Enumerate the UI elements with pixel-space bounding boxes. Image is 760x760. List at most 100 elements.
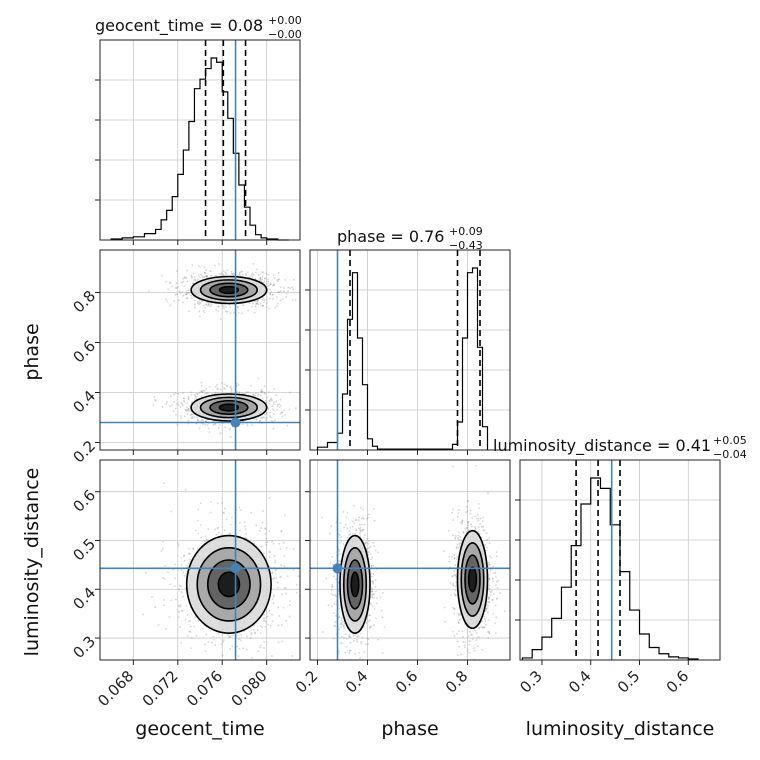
scatter-point (359, 657, 362, 659)
ytick-label: 0.8 (69, 287, 99, 317)
scatter-point (224, 507, 226, 510)
scatter-point (200, 384, 203, 387)
scatter-point (291, 298, 294, 301)
scatter-point (267, 390, 270, 393)
scatter-point (263, 385, 266, 388)
scatter-point (168, 616, 171, 619)
scatter-point (292, 569, 295, 571)
scatter-point (476, 636, 479, 639)
scatter-point (250, 637, 252, 640)
scatter-point (219, 432, 222, 435)
scatter-point (286, 424, 289, 427)
xticks-0-0 (132, 240, 268, 245)
scatter-point (469, 513, 472, 515)
scatter-point (291, 286, 294, 289)
scatter-point (179, 605, 182, 608)
scatter-point (183, 276, 186, 279)
scatter-point (349, 641, 352, 644)
scatter-point (279, 404, 282, 407)
scatter-point (367, 540, 370, 542)
scatter-point (338, 548, 340, 551)
scatter-point (281, 593, 284, 596)
scatter-point (201, 390, 204, 392)
scatter-point (338, 650, 340, 653)
scatter-point (260, 388, 263, 391)
scatter-point (461, 519, 464, 522)
scatter-point (451, 508, 454, 511)
yticks-2-0: 0.30.40.50.6 (69, 486, 100, 662)
panel-frame-2-0 (99, 459, 301, 661)
scatter-point (486, 538, 488, 541)
scatter-point (348, 636, 351, 638)
scatter-point (165, 280, 167, 283)
scatter-point (487, 598, 490, 601)
scatter-point (217, 310, 220, 312)
scatter-point (375, 617, 377, 620)
title-phase-plus: +0.09 (449, 225, 483, 238)
scatter-point (230, 516, 233, 519)
scatter-point (370, 575, 373, 578)
scatter-point (197, 532, 200, 535)
scatter-point (371, 590, 373, 593)
title-luminosity-distance-minus: −0.04 (713, 448, 747, 461)
scatter-point (171, 404, 174, 406)
scatter-point (211, 392, 213, 395)
scatter-point (464, 527, 467, 530)
scatter-point (259, 279, 261, 281)
scatter-point (223, 307, 225, 310)
scatter-point (154, 606, 157, 609)
yticks-2-1 (305, 491, 310, 639)
scatter-point (470, 633, 472, 636)
scatter-point (285, 546, 288, 549)
scatter-point (165, 298, 168, 301)
scatter-point (263, 391, 266, 394)
scatter-point (179, 626, 182, 629)
scatter-point (264, 533, 267, 535)
scatter-point (355, 529, 358, 532)
scatter-point (201, 418, 203, 421)
scatter-point (191, 413, 193, 416)
scatter-point (241, 312, 244, 315)
scatter-point (482, 516, 484, 519)
scatter-point (229, 648, 232, 650)
scatter-point (461, 522, 463, 525)
scatter-point (478, 636, 481, 639)
scatter-point (465, 511, 467, 514)
scatter-point (203, 271, 206, 274)
scatter-point (272, 274, 275, 277)
scatter-point (271, 598, 274, 601)
scatter-point (296, 591, 298, 594)
scatter-point (203, 271, 206, 274)
scatter-point (268, 497, 271, 499)
contour-line (185, 534, 272, 634)
panel-grid-0-0 (100, 40, 300, 240)
scatter-point (199, 315, 201, 318)
scatter-point (261, 417, 264, 419)
scatter-point (196, 395, 198, 398)
scatter-point (457, 612, 460, 615)
scatter-point (180, 556, 183, 559)
scatter-point (255, 524, 258, 527)
scatter-point (272, 413, 275, 415)
scatter-point (232, 311, 235, 314)
scatter-point (200, 381, 203, 384)
scatter-point (178, 605, 180, 607)
scatter-point (363, 517, 365, 520)
scatter-point (283, 287, 285, 290)
scatter-point (372, 624, 375, 627)
scatter-point (373, 519, 376, 522)
scatter-point (269, 283, 272, 286)
scatter-point (332, 637, 335, 640)
scatter-point (261, 304, 264, 307)
scatter-point (184, 293, 187, 296)
scatter-point (187, 395, 190, 398)
scatter-point (184, 408, 187, 411)
scatter-point (374, 586, 377, 588)
scatter-point (175, 282, 178, 285)
scatter-point (188, 630, 191, 633)
scatter-point (222, 304, 225, 307)
scatter-point (152, 404, 155, 407)
scatter-point (380, 609, 383, 612)
scatter-point (225, 273, 228, 276)
scatter-point (189, 619, 192, 622)
